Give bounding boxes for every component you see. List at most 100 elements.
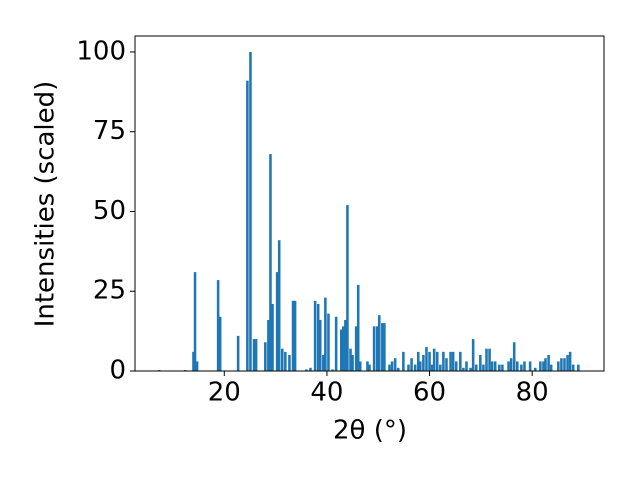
bar — [264, 342, 267, 371]
bar — [488, 348, 491, 371]
bar — [459, 351, 462, 371]
bar — [402, 351, 405, 371]
x-tick-label: 80 — [516, 378, 549, 408]
x-tick-label: 40 — [310, 378, 343, 408]
bar — [396, 367, 400, 371]
bar — [479, 355, 482, 371]
bar — [442, 351, 445, 371]
bar — [318, 319, 322, 371]
bar — [485, 348, 488, 371]
bar — [416, 351, 420, 371]
x-tick-label: 60 — [413, 378, 446, 408]
bar — [291, 300, 295, 371]
bar — [377, 315, 381, 371]
bar — [471, 339, 475, 371]
bar — [410, 358, 413, 371]
bar — [351, 355, 354, 371]
bar — [515, 361, 519, 371]
bar — [356, 284, 360, 371]
bar — [435, 351, 439, 371]
bar — [539, 361, 542, 371]
bar — [331, 369, 334, 371]
bar — [549, 364, 553, 371]
bar — [430, 364, 434, 371]
bar — [407, 364, 410, 371]
bar — [218, 316, 222, 371]
bar — [236, 335, 240, 371]
bar — [313, 300, 317, 371]
bar — [413, 364, 417, 371]
bar — [275, 272, 279, 371]
bar — [339, 329, 343, 371]
bar — [280, 348, 284, 371]
bar — [346, 205, 349, 371]
bar — [252, 339, 256, 371]
bar — [482, 364, 485, 371]
bar — [284, 351, 287, 371]
bar — [507, 361, 510, 371]
bar — [432, 348, 436, 371]
bar — [349, 348, 352, 371]
bar — [277, 240, 281, 371]
bar — [269, 154, 272, 371]
bar — [309, 367, 312, 371]
plot-frame — [134, 35, 605, 372]
bar — [354, 326, 358, 371]
bar — [419, 361, 422, 371]
bar — [449, 351, 452, 371]
bar — [563, 358, 566, 371]
y-tick-label: 100 — [76, 36, 126, 66]
bar — [327, 313, 330, 371]
bar — [393, 358, 397, 371]
bar — [501, 364, 504, 371]
bar — [193, 272, 197, 371]
bar — [366, 361, 369, 371]
bar — [533, 367, 537, 371]
bar — [368, 364, 371, 371]
bar — [358, 361, 362, 371]
bar — [512, 342, 516, 371]
bar — [493, 361, 497, 371]
bar — [547, 355, 550, 371]
bar — [383, 323, 386, 371]
y-tick-label: 75 — [93, 116, 126, 146]
bar — [465, 361, 468, 371]
y-axis-label: Intensities (scaled) — [31, 81, 61, 328]
bar — [388, 364, 391, 371]
bar — [544, 358, 547, 371]
bar — [577, 364, 580, 371]
bar — [288, 355, 291, 371]
bar — [342, 326, 345, 371]
bar — [192, 351, 195, 371]
bar — [439, 364, 442, 371]
bar — [246, 80, 249, 372]
bar — [557, 361, 560, 371]
bar — [249, 51, 252, 371]
x-axis-label: 2θ (°) — [333, 416, 407, 446]
bar — [528, 361, 532, 371]
bar — [542, 361, 545, 371]
bar — [267, 319, 270, 371]
bar — [344, 319, 347, 371]
bar — [490, 361, 494, 371]
bar — [372, 326, 376, 371]
bar — [322, 355, 325, 371]
bar — [462, 367, 465, 371]
bar — [271, 304, 274, 371]
bar — [254, 339, 258, 371]
bar — [474, 364, 478, 371]
x-tick-label: 20 — [208, 378, 241, 408]
bar — [520, 364, 523, 371]
bar — [571, 364, 575, 371]
bar — [293, 300, 297, 371]
bar — [566, 355, 569, 371]
bar — [195, 361, 199, 371]
bar — [509, 358, 513, 371]
bar — [428, 351, 431, 371]
bar — [498, 364, 501, 371]
bar — [523, 361, 526, 371]
bar — [334, 316, 338, 371]
bar — [425, 347, 428, 371]
bar — [560, 358, 563, 371]
